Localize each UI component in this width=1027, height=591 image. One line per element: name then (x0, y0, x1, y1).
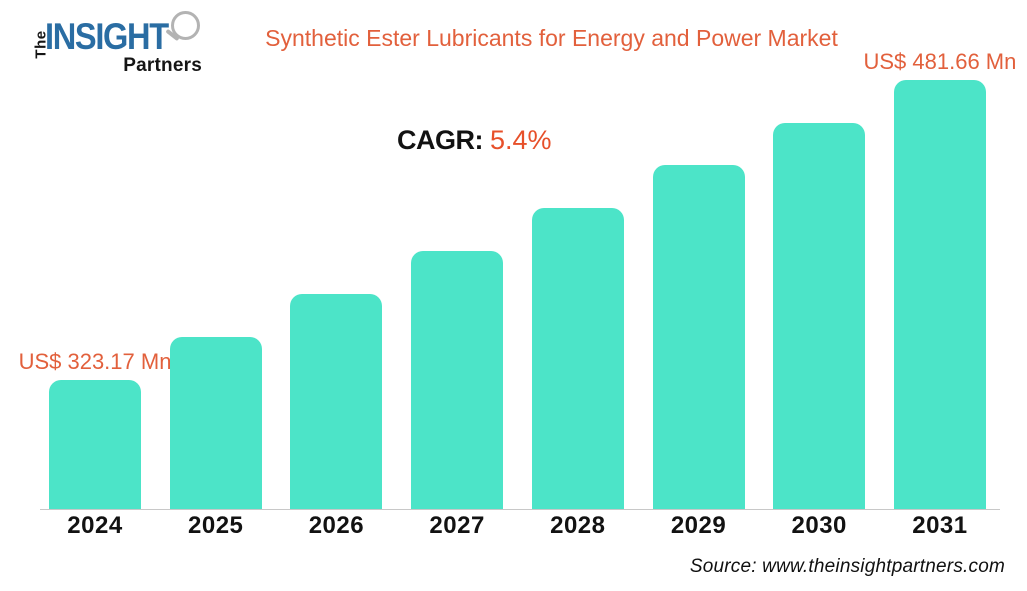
magnifier-icon (165, 11, 200, 42)
x-tick-2027: 2027 (429, 512, 485, 539)
x-tick-2024: 2024 (67, 512, 123, 539)
cagr-label: CAGR: (397, 125, 484, 155)
chart-title: Synthetic Ester Lubricants for Energy an… (265, 25, 838, 51)
bar-2024 (49, 380, 141, 509)
cagr-value: 5.4% (490, 125, 552, 155)
x-tick-2028: 2028 (550, 512, 606, 539)
cagr-annotation: CAGR: 5.4% (397, 125, 552, 156)
insight-partners-logo: The INSIGHT Partners (28, 6, 218, 80)
bar-slot-2031: US$ 481.66 Mn (863, 49, 1016, 509)
source-text: Source: www.theinsightpartners.com (689, 556, 1005, 577)
bar-2029 (652, 165, 745, 509)
bar-2026 (290, 294, 383, 509)
bar-slot-2029 (652, 79, 745, 509)
x-axis-labels: 2024 2025 2026 2027 2028 2029 2030 2031 (49, 512, 986, 540)
bar-2030 (773, 123, 866, 509)
x-tick-2030: 2030 (791, 512, 847, 539)
logo-partners-text: Partners (123, 55, 202, 76)
x-tick-2025: 2025 (188, 512, 244, 539)
bar-slot-2027 (411, 79, 504, 509)
logo-insight-text: INSIGHT (45, 16, 169, 57)
bar-slot-2024: US$ 323.17 Mn (19, 79, 171, 509)
bar-2027 (411, 251, 504, 509)
x-tick-2029: 2029 (670, 512, 727, 539)
bar-2028 (531, 208, 624, 509)
bar-2025 (169, 337, 262, 509)
bar-slot-2025 (169, 79, 262, 509)
x-tick-2026: 2026 (308, 512, 365, 539)
bars-area: US$ 323.17 Mn US$ 481.66 Mn (19, 49, 1016, 509)
bar-2031 (893, 80, 986, 509)
bar-slot-2026 (290, 79, 383, 509)
x-tick-2031: 2031 (912, 512, 968, 539)
value-label-2031: US$ 481.66 Mn (863, 49, 1017, 74)
bar-slot-2028 (531, 79, 624, 509)
value-label-2024: US$ 323.17 Mn (18, 349, 172, 374)
bar-slot-2030 (773, 79, 866, 509)
x-axis-line (40, 509, 1000, 510)
